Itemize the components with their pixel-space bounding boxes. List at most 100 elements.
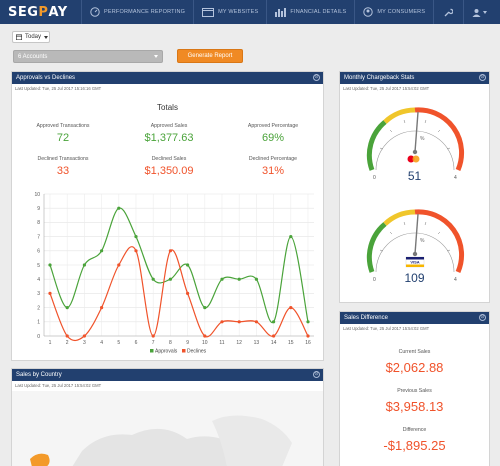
generate-report-button[interactable]: Generate Report — [177, 49, 243, 63]
declines-point — [48, 291, 52, 295]
gauge-needle — [414, 111, 419, 153]
mastercard-gauge: % 0 4 — [366, 107, 465, 180]
y-tick-label: 2 — [37, 305, 40, 311]
x-tick-label: 16 — [305, 340, 311, 346]
declines-point — [203, 334, 207, 338]
y-tick-label: 5 — [37, 263, 40, 269]
y-tick-label: 0 — [37, 334, 40, 340]
approvals-point — [82, 263, 86, 267]
date-range-dropdown[interactable]: Today — [12, 31, 50, 43]
declines-point — [168, 249, 172, 253]
chevron-down-icon — [44, 35, 49, 39]
declines-point — [289, 306, 293, 310]
x-tick-label: 7 — [152, 340, 155, 346]
declines-point — [272, 334, 276, 338]
y-tick-label: 3 — [37, 291, 40, 297]
nav-my-websites[interactable]: My Websites — [194, 0, 268, 24]
x-tick-label: 6 — [135, 340, 138, 346]
declines-legend-swatch — [182, 349, 186, 353]
sales-difference-panel: Sales Difference ⊙ Last Updated: Tue, 25… — [339, 311, 490, 466]
approvals-point — [117, 206, 121, 210]
panel-header: Monthly Chargeback Stats ⊙ — [340, 72, 489, 84]
nav-performance-reporting[interactable]: Performance Reporting — [82, 0, 195, 24]
collapse-icon[interactable]: ⊙ — [479, 74, 486, 81]
approved-transactions-stat: Approved Transactions 72 — [36, 123, 90, 144]
approvals-point — [254, 277, 258, 281]
declined-transactions-stat: Declined Transactions 33 — [37, 156, 89, 177]
segpay-logo[interactable]: SEG P AY — [0, 0, 82, 24]
nav-my-consumers[interactable]: My Consumers — [355, 0, 435, 24]
approvals-point — [134, 235, 138, 239]
approvals-point — [65, 306, 69, 310]
nav-user-menu[interactable] — [464, 0, 495, 24]
approvals-legend-label: Approvals — [155, 348, 178, 354]
declines-line — [49, 246, 309, 342]
svg-text:%: % — [420, 136, 425, 142]
difference-value: -$1,895.25 — [383, 438, 446, 453]
previous-sales-value: $3,958.13 — [385, 399, 444, 414]
y-tick-label: 1 — [37, 320, 40, 326]
last-updated: Last Updated: Tue, 25 Jul 2017 15:16:16 … — [15, 86, 102, 91]
approvals-legend-swatch — [150, 349, 154, 353]
declines-point — [65, 334, 69, 338]
collapse-icon[interactable]: ⊙ — [313, 74, 320, 81]
x-tick-label: 13 — [254, 340, 260, 346]
last-updated: Last Updated: Tue, 25 Jul 2017 15:54:02 … — [15, 383, 102, 388]
svg-text:%: % — [420, 238, 425, 244]
chargeback-panel: Monthly Chargeback Stats ⊙ Last Updated:… — [339, 71, 490, 303]
x-tick-label: 15 — [288, 340, 294, 346]
approvals-point — [289, 235, 293, 239]
accounts-select[interactable]: 6 Accounts — [13, 50, 163, 63]
current-sales-label: Current Sales — [398, 349, 431, 355]
nav-financial-details[interactable]: Financial Details — [267, 0, 356, 24]
approvals-point — [151, 277, 155, 281]
approvals-point — [237, 277, 241, 281]
visa-gauge: % 0 4 VISA — [366, 209, 465, 282]
approvals-point — [272, 320, 276, 324]
calendar-icon — [16, 34, 22, 40]
y-tick-label: 8 — [37, 220, 40, 226]
x-tick-label: 5 — [117, 340, 120, 346]
visa-chargeback-value: 109 — [404, 271, 425, 285]
panel-header: Approvals vs Declines ⊙ — [12, 72, 323, 84]
y-tick-label: 9 — [37, 206, 40, 212]
declines-point — [237, 320, 241, 324]
panel-header: Sales Difference ⊙ — [340, 312, 489, 324]
wrench-icon — [444, 8, 454, 16]
declines-point — [82, 334, 86, 338]
mastercard-logo — [407, 155, 420, 163]
world-map — [12, 391, 323, 466]
approvals-point — [186, 263, 190, 267]
sales-by-country-panel: Sales by Country ⊙ Last Updated: Tue, 25… — [11, 368, 324, 466]
user-icon — [472, 8, 481, 17]
x-tick-label: 2 — [66, 340, 69, 346]
declines-point — [254, 320, 258, 324]
svg-text:4: 4 — [454, 175, 457, 180]
svg-text:0: 0 — [373, 277, 376, 282]
svg-text:VISA: VISA — [410, 260, 419, 265]
declined-percentage-stat: Declined Percentage 31% — [248, 156, 298, 177]
bar-chart-icon — [275, 8, 287, 17]
last-updated: Last Updated: Tue, 25 Jul 2017 15:54:02 … — [343, 326, 430, 331]
last-updated: Last Updated: Tue, 25 Jul 2017 15:54:02 … — [343, 86, 430, 91]
nav-tools[interactable] — [434, 0, 465, 24]
visa-logo: VISA — [405, 256, 425, 268]
collapse-icon[interactable]: ⊙ — [313, 371, 320, 378]
chevron-down-icon — [154, 55, 158, 58]
collapse-icon[interactable]: ⊙ — [479, 314, 486, 321]
declines-point — [117, 263, 121, 267]
difference-label: Difference — [402, 427, 427, 433]
top-nav: SEG P AY Performance Reporting My Websites… — [0, 0, 500, 24]
approved-percentage-stat: Approved Percentage 69% — [247, 123, 299, 144]
approvals-point — [220, 277, 224, 281]
x-tick-label: 12 — [236, 340, 242, 346]
x-tick-label: 3 — [83, 340, 86, 346]
declines-point — [134, 249, 138, 253]
totals-title: Totals — [157, 103, 178, 112]
approvals-point — [100, 249, 104, 253]
declines-point — [100, 306, 104, 310]
x-tick-label: 4 — [100, 340, 103, 346]
previous-sales-label: Previous Sales — [397, 388, 432, 394]
svg-text:0: 0 — [373, 175, 376, 180]
